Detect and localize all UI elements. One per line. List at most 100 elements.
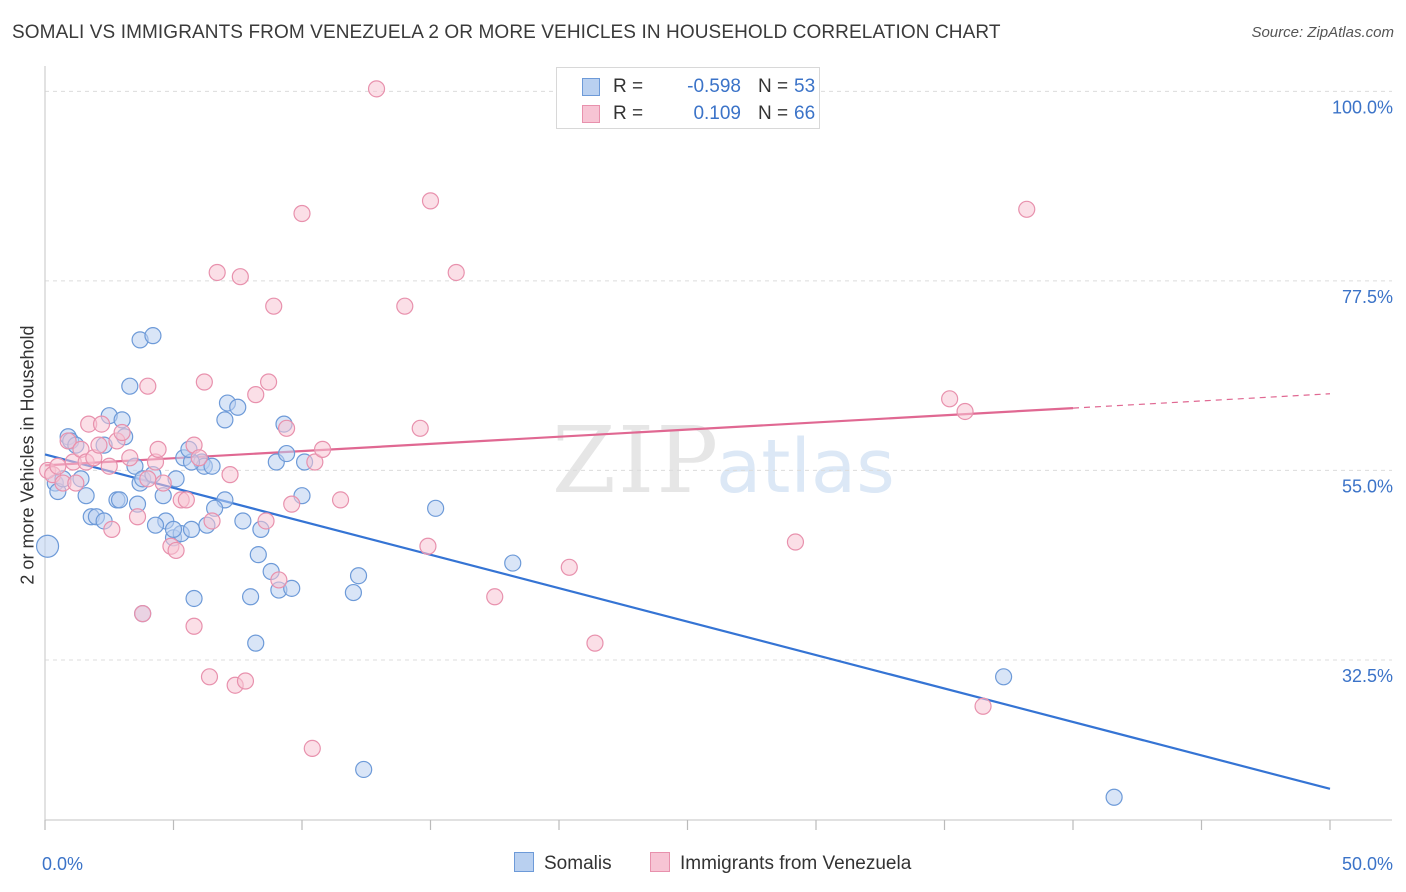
point-venezuela bbox=[306, 453, 324, 471]
point-venezuela bbox=[411, 419, 429, 437]
point-venezuela bbox=[59, 432, 77, 450]
point-venezuela bbox=[128, 508, 147, 526]
point-somalis bbox=[144, 327, 162, 345]
point-venezuela bbox=[247, 386, 265, 404]
point-somalis bbox=[182, 520, 201, 538]
chart-title: SOMALI VS IMMIGRANTS FROM VENEZUELA 2 OR… bbox=[12, 22, 1001, 43]
point-venezuela bbox=[177, 491, 195, 509]
legend-swatch-blue bbox=[514, 852, 534, 872]
r-value: 0.109 bbox=[693, 103, 741, 124]
point-venezuela bbox=[200, 668, 219, 686]
data-points bbox=[35, 80, 1123, 806]
point-venezuela bbox=[139, 470, 157, 488]
point-venezuela bbox=[221, 466, 239, 484]
n-value: 53 bbox=[794, 76, 816, 97]
point-venezuela bbox=[203, 512, 221, 530]
trend-line-somalis bbox=[44, 453, 1331, 790]
point-somalis bbox=[1105, 788, 1123, 806]
point-venezuela bbox=[103, 520, 121, 538]
trend-line-venezuela bbox=[1072, 393, 1331, 409]
point-somalis bbox=[283, 579, 301, 597]
point-venezuela bbox=[303, 739, 321, 758]
point-somalis bbox=[247, 634, 265, 652]
point-somalis bbox=[229, 398, 247, 416]
point-venezuela bbox=[560, 558, 578, 576]
point-venezuela bbox=[421, 192, 440, 210]
point-somalis bbox=[35, 534, 60, 558]
point-venezuela bbox=[190, 449, 208, 467]
point-venezuela bbox=[121, 449, 139, 467]
point-venezuela bbox=[941, 390, 959, 408]
point-venezuela bbox=[154, 474, 172, 492]
point-somalis bbox=[164, 520, 183, 538]
series-legend: Somalis Immigrants from Venezuela bbox=[0, 852, 1406, 878]
point-venezuela bbox=[257, 512, 275, 530]
trend-lines bbox=[44, 393, 1331, 790]
tick-labels: 100.0% 77.5% 55.0% 32.5% 0.0% 50.0% bbox=[42, 97, 1393, 874]
point-venezuela bbox=[974, 697, 992, 715]
n-value: 66 bbox=[794, 103, 816, 124]
point-somalis bbox=[216, 411, 234, 429]
point-somalis bbox=[355, 760, 373, 779]
point-somalis bbox=[146, 516, 165, 534]
point-venezuela bbox=[956, 402, 974, 421]
source-label: Source: ZipAtlas.com bbox=[1251, 24, 1394, 41]
point-somalis bbox=[504, 554, 522, 572]
x-tick-label: 50.0% bbox=[1342, 854, 1393, 874]
legend-item-somalis[interactable]: Somalis bbox=[514, 852, 612, 875]
point-venezuela bbox=[586, 634, 604, 652]
point-venezuela bbox=[185, 617, 203, 635]
r-label: R = bbox=[613, 76, 644, 97]
point-somalis bbox=[234, 512, 252, 530]
point-venezuela bbox=[331, 491, 350, 509]
point-somalis bbox=[203, 457, 221, 475]
point-venezuela bbox=[447, 263, 465, 282]
point-venezuela bbox=[419, 537, 437, 555]
point-venezuela bbox=[1018, 200, 1036, 218]
legend-item-venezuela[interactable]: Immigrants from Venezuela bbox=[650, 852, 911, 875]
legend-swatch-pink bbox=[650, 852, 670, 872]
point-somalis bbox=[249, 546, 267, 564]
point-venezuela bbox=[283, 495, 301, 513]
legend-label: Somalis bbox=[544, 853, 612, 874]
point-somalis bbox=[77, 487, 95, 505]
point-somalis bbox=[344, 583, 362, 602]
y-tick-label: 55.0% bbox=[1342, 476, 1393, 496]
watermark-atlas: atlas bbox=[716, 424, 895, 510]
point-venezuela bbox=[231, 268, 249, 286]
point-venezuela bbox=[293, 204, 311, 223]
point-venezuela bbox=[486, 588, 504, 606]
point-venezuela bbox=[265, 297, 283, 315]
n-label: N = bbox=[758, 103, 789, 124]
stats-legend: R = -0.598 N = 53 R = 0.109 N = 66 bbox=[556, 67, 820, 129]
point-somalis bbox=[185, 589, 203, 608]
point-venezuela bbox=[367, 80, 386, 98]
point-venezuela bbox=[195, 373, 213, 391]
point-venezuela bbox=[236, 672, 255, 690]
point-venezuela bbox=[100, 457, 118, 475]
point-somalis bbox=[121, 377, 139, 395]
point-venezuela bbox=[49, 457, 67, 475]
y-tick-label: 100.0% bbox=[1332, 97, 1393, 117]
y-tick-label: 77.5% bbox=[1342, 287, 1393, 307]
watermark: ZIP atlas bbox=[552, 407, 895, 514]
point-somalis bbox=[242, 588, 260, 606]
gridlines bbox=[45, 90, 1392, 661]
point-venezuela bbox=[113, 423, 131, 442]
point-venezuela bbox=[313, 440, 332, 458]
axes bbox=[44, 66, 1392, 830]
point-venezuela bbox=[90, 436, 108, 454]
point-venezuela bbox=[139, 377, 157, 395]
point-venezuela bbox=[786, 533, 805, 551]
trend-line-venezuela bbox=[44, 406, 1074, 467]
x-tick-label: 0.0% bbox=[42, 854, 83, 874]
point-venezuela bbox=[134, 605, 152, 623]
point-somalis bbox=[349, 567, 368, 585]
legend-swatch-pink bbox=[582, 105, 600, 123]
point-somalis bbox=[110, 491, 129, 509]
point-venezuela bbox=[149, 440, 167, 458]
watermark-zip: ZIP bbox=[552, 407, 720, 514]
point-venezuela bbox=[67, 474, 85, 492]
point-venezuela bbox=[208, 263, 226, 282]
